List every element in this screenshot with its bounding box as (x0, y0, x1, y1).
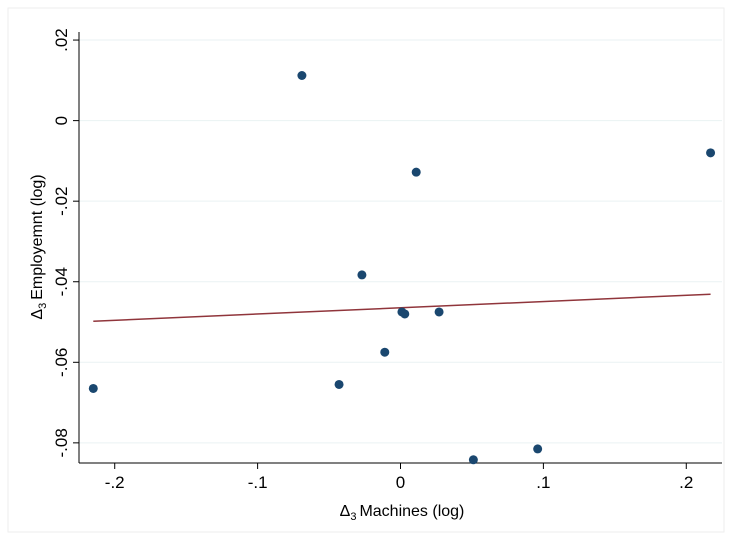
x-axis-title-text: Machines (log) (359, 503, 464, 520)
y-axis-title-prefix: Δ (29, 309, 46, 320)
y-axis-ticks: .02 0 -.02 -.04 -.06 -.08 (52, 28, 79, 458)
scatter-point (380, 347, 390, 357)
y-axis-title-subscript: 3 (37, 303, 49, 309)
x-axis-title: Δ3 Machines (log) (340, 503, 465, 523)
y-tick-label: -.08 (52, 428, 71, 457)
y-axis-title: Δ3 Employemnt (log) (29, 174, 49, 319)
y-tick-label: 0 (52, 116, 71, 125)
scatter-point (411, 167, 421, 177)
x-tick-label: .1 (536, 473, 550, 492)
chart-outer-border (7, 7, 725, 533)
grid-lines (79, 39, 722, 444)
scatter-point (400, 309, 410, 319)
y-tick-label: -.06 (52, 348, 71, 377)
scatter-point (88, 383, 98, 393)
x-axis-title-subscript: 3 (350, 511, 356, 523)
x-tick-label: -.1 (248, 473, 268, 492)
scatter-point (468, 455, 478, 465)
scatter-point (706, 148, 716, 158)
scatter-point (334, 379, 344, 389)
x-tick-label: -.2 (105, 473, 125, 492)
y-tick-label: -.02 (52, 187, 71, 216)
scatter-point (434, 307, 444, 317)
x-tick-label: 0 (396, 473, 405, 492)
x-axis-ticks: -.2 -.1 0 .1 .2 (105, 463, 693, 492)
y-tick-label: .02 (52, 28, 71, 52)
y-axis-title-text: Employemnt (log) (29, 174, 46, 299)
x-axis-title-prefix: Δ (340, 503, 351, 520)
scatter-point (533, 444, 543, 454)
x-tick-label: .2 (679, 473, 693, 492)
scatter-point (297, 71, 307, 81)
scatter-point (357, 270, 367, 280)
data-points (88, 71, 716, 465)
y-tick-label: -.04 (52, 267, 71, 296)
